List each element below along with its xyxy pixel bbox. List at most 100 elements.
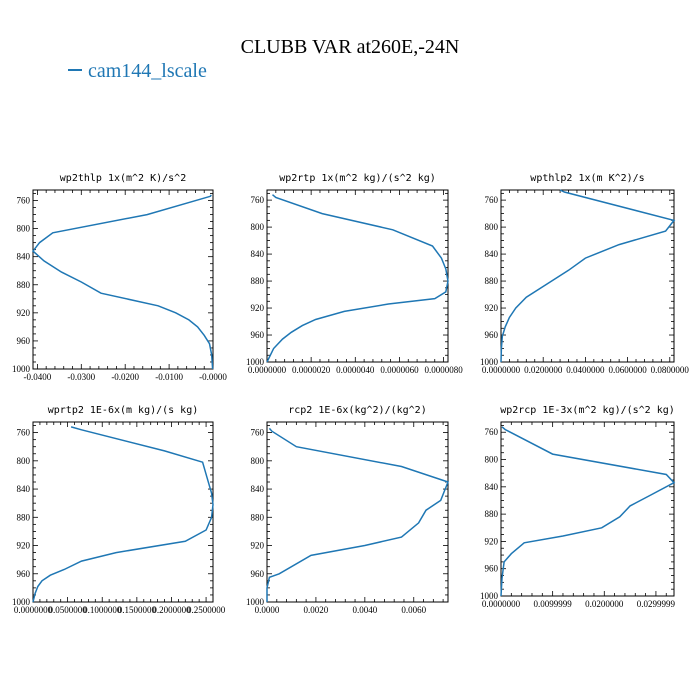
y-tick-label: 800 <box>251 456 265 466</box>
x-tick-label: 0.0000000 <box>248 365 287 375</box>
y-tick-label: 960 <box>17 569 31 579</box>
series-line <box>32 426 214 603</box>
y-tick-label: 840 <box>251 484 265 494</box>
x-tick-label: 0.0020 <box>304 605 329 615</box>
y-tick-label: 760 <box>251 428 265 438</box>
x-tick-label: 0.0500000 <box>48 605 87 615</box>
chart-panel-6: wp2rcp 1E-3x(m^2 kg)/(s^2 kg) 760 800 840 88… <box>480 405 676 609</box>
chart-panel-3: wpthlp2 1x(m K^2)/s 760 800 840 880 920 960 100… <box>480 173 689 375</box>
x-tick-label: 0.0000000 <box>14 605 53 615</box>
x-tick-label: 0.2500000 <box>187 605 226 615</box>
y-tick-label: 920 <box>17 308 31 318</box>
x-tick-label: 0.0040 <box>352 605 377 615</box>
y-tick-label: 960 <box>485 330 499 340</box>
y-tick-label: 920 <box>485 536 499 546</box>
y-tick-label: 960 <box>17 336 31 346</box>
x-tick-label: -0.0400 <box>24 372 52 382</box>
y-tick-label: 920 <box>485 303 499 313</box>
x-tick-label: 0.0800000 <box>651 365 690 375</box>
x-tick-label: 0.0299999 <box>637 599 676 609</box>
y-tick-label: 800 <box>485 455 499 465</box>
y-tick-label: 920 <box>251 303 265 313</box>
y-tick-label: 880 <box>17 280 31 290</box>
x-tick-label: 0.0200000 <box>585 599 624 609</box>
chart-panel-5: rcp2 1E-6x(kg^2)/(kg^2) 760 800 840 880 920 96… <box>246 405 449 615</box>
x-tick-label: 0.2000000 <box>152 605 191 615</box>
series-line <box>266 194 449 363</box>
legend-line-swatch <box>68 69 82 72</box>
panel-title: rcp2 1E-6x(kg^2)/(kg^2) <box>288 405 426 416</box>
x-tick-label: 0.1500000 <box>118 605 157 615</box>
x-tick-label: 0.0200000 <box>524 365 563 375</box>
y-tick-label: 1000 <box>480 357 499 367</box>
chart-panel-4: wprtp2 1E-6x(m kg)/(s kg) 760 800 840 880 920… <box>12 405 226 615</box>
y-tick-label: 960 <box>485 564 499 574</box>
chart-panel-2: wp2rtp 1x(m^2 kg)/(s^2 kg) 760 800 840 880 92… <box>246 173 463 375</box>
plot-frame <box>32 189 214 370</box>
y-tick-label: 840 <box>17 252 31 262</box>
x-tick-label: 0.0060 <box>401 605 426 615</box>
legend: cam144_lscale <box>68 60 207 83</box>
x-tick-label: 0.1000000 <box>83 605 122 615</box>
x-tick-label: -0.0200 <box>111 372 139 382</box>
y-tick-label: 760 <box>17 428 31 438</box>
x-tick-label: 0.0400000 <box>566 365 605 375</box>
y-tick-label: 840 <box>485 482 499 492</box>
x-tick-label: -0.0300 <box>67 372 95 382</box>
y-tick-label: 800 <box>17 224 31 234</box>
plot-frame <box>500 189 675 363</box>
y-tick-label: 880 <box>17 512 31 522</box>
legend-label: cam144_lscale <box>88 60 207 82</box>
y-tick-label: 760 <box>17 196 31 206</box>
y-tick-label: 800 <box>251 222 265 232</box>
x-tick-label: 0.0000060 <box>380 365 419 375</box>
panel-title: wprtp2 1E-6x(m kg)/(s kg) <box>48 405 199 416</box>
y-tick-label: 760 <box>485 427 499 437</box>
y-tick-label: 880 <box>485 509 499 519</box>
plot-frame <box>500 421 675 597</box>
y-tick-label: 760 <box>251 195 265 205</box>
y-tick-label: 840 <box>485 249 499 259</box>
x-tick-label: 0.0099999 <box>534 599 573 609</box>
panel-title: wp2thlp 1x(m^2 K)/s^2 <box>60 173 186 184</box>
x-tick-label: 0.0000080 <box>424 365 463 375</box>
y-tick-label: 880 <box>251 276 265 286</box>
y-tick-label: 840 <box>17 484 31 494</box>
plot-frame <box>32 421 214 603</box>
y-tick-label: 960 <box>251 569 265 579</box>
plot-frame <box>266 189 449 363</box>
x-tick-label: -0.0000 <box>199 372 227 382</box>
y-tick-label: 840 <box>251 249 265 259</box>
x-tick-label: 0.0000040 <box>336 365 375 375</box>
x-tick-label: 0.0000020 <box>292 365 331 375</box>
y-tick-label: 1000 <box>12 364 31 374</box>
panel-title: wpthlp2 1x(m K^2)/s <box>530 173 644 184</box>
figure-title: CLUBB VAR at260E,-24N <box>240 36 460 58</box>
y-tick-label: 1000 <box>246 597 265 607</box>
y-tick-label: 920 <box>251 541 265 551</box>
series-line <box>500 189 676 363</box>
y-tick-label: 960 <box>251 330 265 340</box>
panel-title: wp2rtp 1x(m^2 kg)/(s^2 kg) <box>279 173 436 184</box>
panel-title: wp2rcp 1E-3x(m^2 kg)/(s^2 kg) <box>500 405 675 416</box>
x-tick-label: 0.0600000 <box>608 365 647 375</box>
y-tick-label: 1000 <box>12 597 31 607</box>
series-line <box>31 194 214 370</box>
y-tick-label: 880 <box>251 512 265 522</box>
x-tick-label: 0.0000000 <box>482 365 521 375</box>
y-tick-label: 800 <box>485 222 499 232</box>
y-tick-label: 1000 <box>480 591 499 601</box>
y-tick-label: 880 <box>485 276 499 286</box>
x-tick-label: 0.0000 <box>255 605 280 615</box>
y-tick-label: 1000 <box>246 357 265 367</box>
x-tick-label: -0.0100 <box>155 372 183 382</box>
plot-frame <box>266 421 449 603</box>
chart-panel-1: wp2thlp 1x(m^2 K)/s^2 760 800 840 880 920 960 1… <box>12 173 227 382</box>
y-tick-label: 760 <box>485 195 499 205</box>
y-tick-label: 800 <box>17 456 31 466</box>
x-tick-label: 0.0000000 <box>482 599 521 609</box>
series-line <box>266 427 449 602</box>
series-line <box>500 426 676 597</box>
y-tick-label: 920 <box>17 541 31 551</box>
